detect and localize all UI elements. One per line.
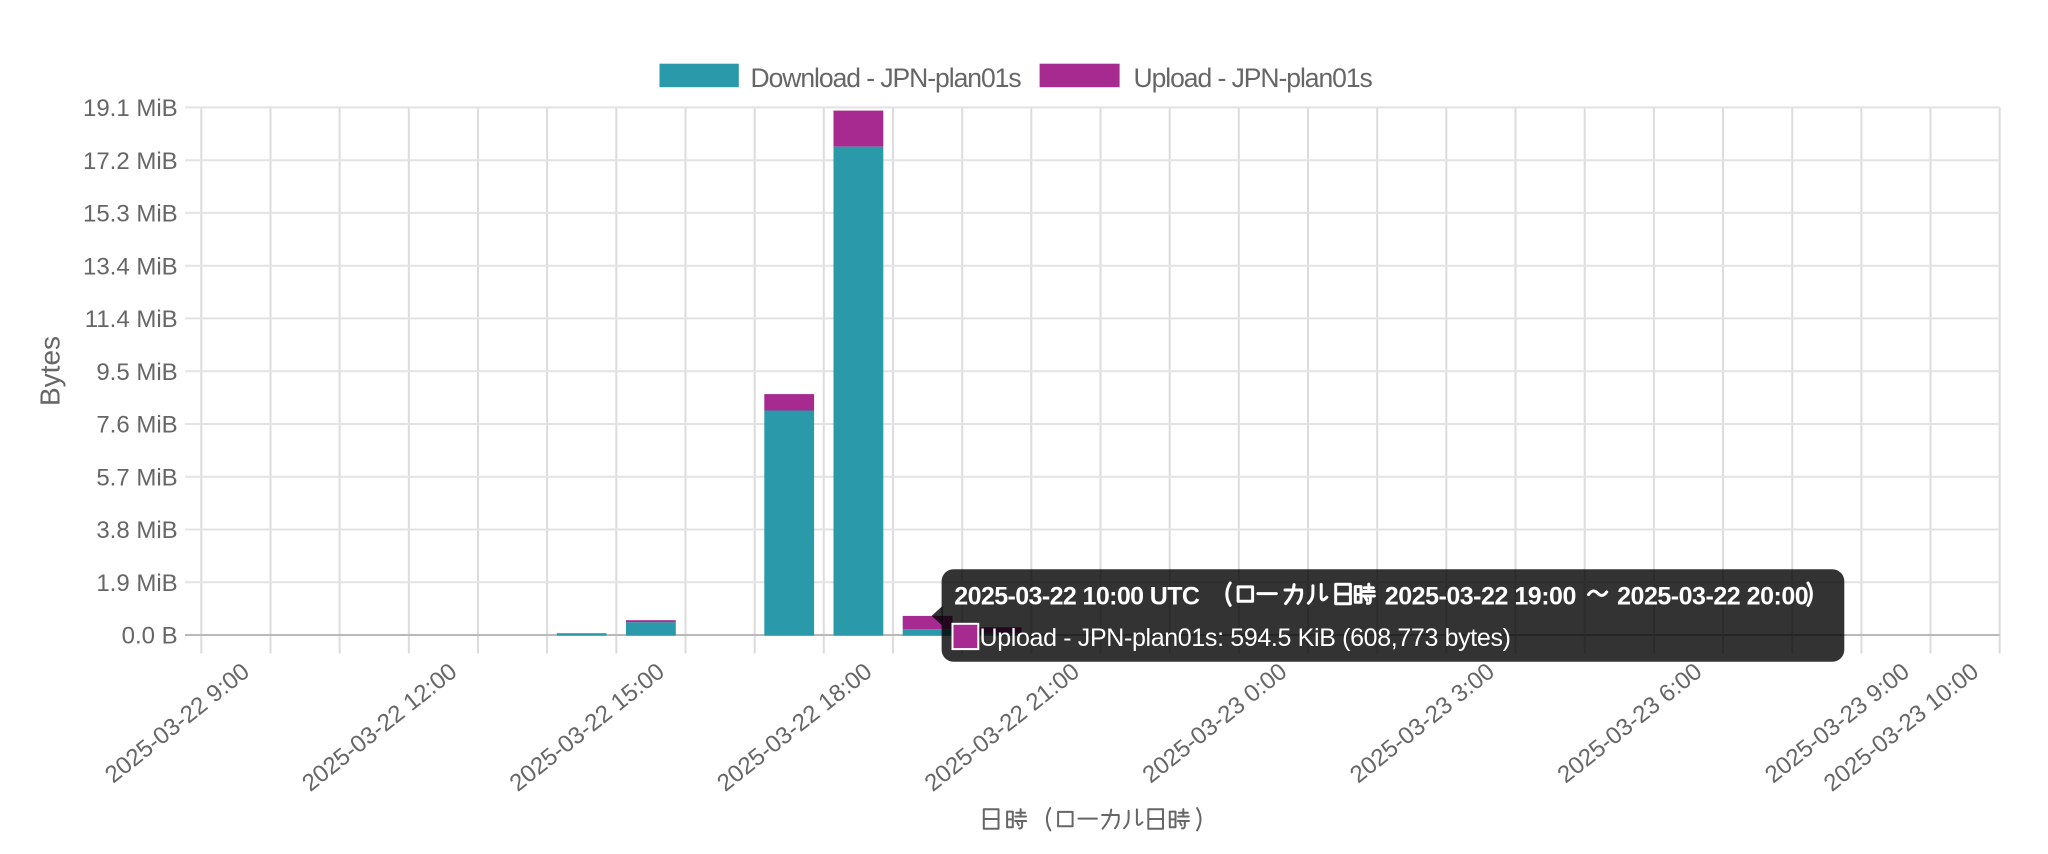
svg-text:17.2 MiB: 17.2 MiB xyxy=(83,148,178,175)
svg-text:2025-03-22 18:00: 2025-03-22 18:00 xyxy=(712,658,877,797)
svg-text:7.6 MiB: 7.6 MiB xyxy=(96,412,177,439)
svg-text:2025-03-22 15:00: 2025-03-22 15:00 xyxy=(505,658,670,797)
svg-text:Bytes: Bytes xyxy=(35,336,66,406)
svg-text:2025-03-22 10:00 UTC: 2025-03-22 10:00 UTC xyxy=(954,582,1200,610)
svg-text:11.4 MiB: 11.4 MiB xyxy=(85,306,178,333)
svg-text:19.1 MiB: 19.1 MiB xyxy=(83,95,178,122)
svg-text:2025-03-22 21:00: 2025-03-22 21:00 xyxy=(920,658,1085,797)
svg-text:Download - JPN-plan01s: Download - JPN-plan01s xyxy=(751,63,1022,93)
svg-text:2025-03-22 12:00: 2025-03-22 12:00 xyxy=(297,658,462,797)
svg-text:15.3 MiB: 15.3 MiB xyxy=(83,201,178,228)
svg-text:2025-03-23 3:00: 2025-03-23 3:00 xyxy=(1345,658,1500,789)
svg-text:13.4 MiB: 13.4 MiB xyxy=(83,253,178,280)
svg-text:2025-03-22 20:00: 2025-03-22 20:00 xyxy=(1617,582,1808,610)
svg-text:Upload - JPN-plan01s: 594.5 Ki: Upload - JPN-plan01s: 594.5 KiB (608,773… xyxy=(980,624,1511,652)
svg-text:1.9 MiB: 1.9 MiB xyxy=(96,570,177,597)
svg-text:5.7 MiB: 5.7 MiB xyxy=(96,464,177,491)
svg-text:2025-03-22 9:00: 2025-03-22 9:00 xyxy=(100,658,255,789)
svg-text:3.8 MiB: 3.8 MiB xyxy=(96,517,177,544)
svg-text:2025-03-22 19:00: 2025-03-22 19:00 xyxy=(1385,582,1576,610)
svg-text:0.0 B: 0.0 B xyxy=(122,623,178,650)
svg-text:2025-03-23 6:00: 2025-03-23 6:00 xyxy=(1553,658,1708,789)
svg-text:Upload - JPN-plan01s: Upload - JPN-plan01s xyxy=(1134,63,1373,93)
svg-text:2025-03-23 0:00: 2025-03-23 0:00 xyxy=(1138,658,1293,789)
svg-text:9.5 MiB: 9.5 MiB xyxy=(96,359,177,386)
